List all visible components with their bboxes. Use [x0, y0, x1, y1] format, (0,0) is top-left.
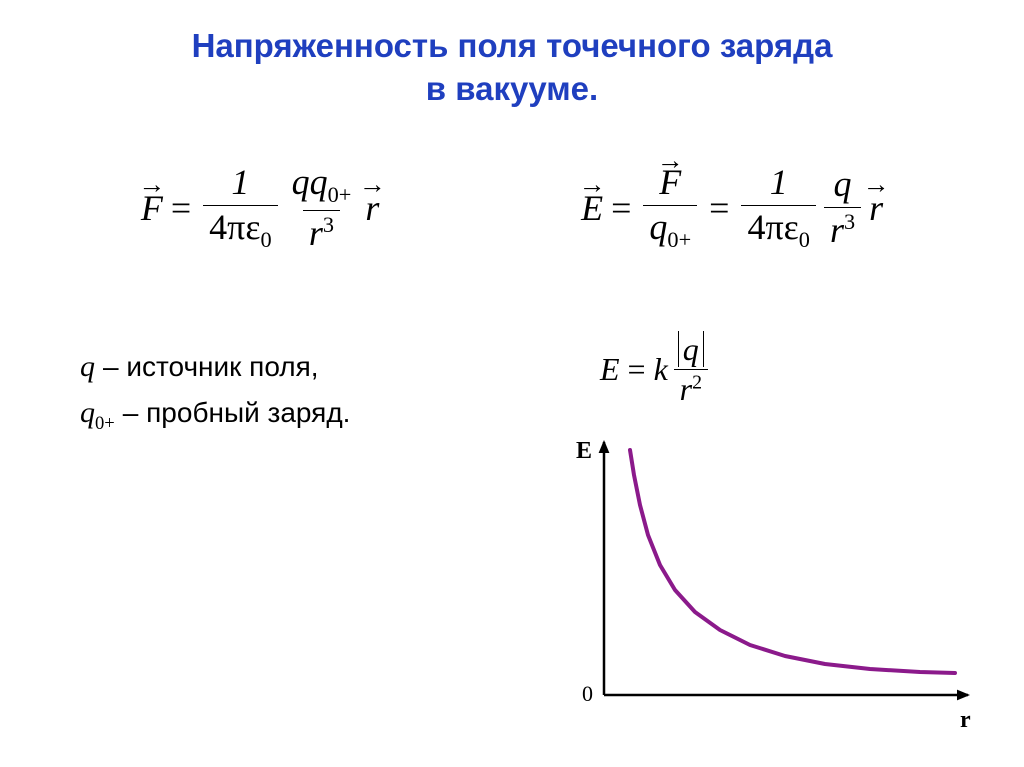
- title-line-1: Напряженность поля точечного заряда: [0, 25, 1024, 68]
- fraction-1-over-4pie0: 1 4πε0: [741, 161, 815, 254]
- fraction-1-over-4pie0: 1 4πε0: [203, 161, 277, 254]
- denominator: r3: [303, 210, 340, 256]
- legend-q-text: – источник поля,: [103, 351, 319, 383]
- field-vs-r-chart: E r 0: [560, 430, 1000, 740]
- numerator: qq0+: [286, 161, 358, 210]
- fraction-absq-over-r2: q r2: [672, 330, 710, 409]
- k-var: k: [654, 351, 668, 388]
- denominator: r3: [824, 207, 861, 253]
- fraction-qq0-over-r3: qq0+ r3: [286, 161, 358, 255]
- denominator: 4πε0: [741, 205, 815, 255]
- denominator: q0+: [643, 205, 697, 255]
- legend-q-var: q: [80, 350, 95, 384]
- slide-title: Напряженность поля точечного заряда в ва…: [0, 0, 1024, 111]
- E-var: E: [600, 351, 620, 388]
- F-vector: F: [141, 187, 163, 229]
- equals-sign: =: [611, 187, 631, 229]
- abs-q: q: [678, 331, 704, 367]
- formula-E-simple: E = k q r2: [600, 330, 714, 409]
- denominator: r2: [674, 369, 708, 409]
- fraction-q-over-r3: q r3: [824, 163, 861, 252]
- legend-q0-var: q0+: [80, 396, 115, 435]
- formula-field: E = F q0+ = 1 4πε0 q r3 r: [581, 161, 883, 255]
- fraction-F-over-q0: F q0+: [643, 161, 697, 254]
- equals-sign: =: [709, 187, 729, 229]
- E-vector: E: [581, 187, 603, 229]
- equals-sign: =: [628, 351, 646, 388]
- legend-q0-text: – пробный заряд.: [123, 397, 351, 429]
- title-line-2: в вакууме.: [0, 68, 1024, 111]
- numerator: F: [653, 161, 687, 205]
- numerator: q: [672, 330, 710, 369]
- x-axis-label: r: [960, 707, 971, 734]
- numerator: 1: [225, 161, 255, 205]
- origin-label: 0: [582, 681, 593, 707]
- formula-force: F = 1 4πε0 qq0+ r3 r: [141, 161, 380, 255]
- chart-svg: [560, 430, 1000, 740]
- r-vector: r: [365, 187, 379, 229]
- r-vector: r: [869, 187, 883, 229]
- y-axis-label: E: [576, 438, 592, 465]
- variable-legend: q – источник поля, q0+ – пробный заряд.: [80, 350, 350, 447]
- denominator: 4πε0: [203, 205, 277, 255]
- legend-q0: q0+ – пробный заряд.: [80, 396, 350, 435]
- legend-q: q – источник поля,: [80, 350, 350, 384]
- formulas-row: F = 1 4πε0 qq0+ r3 r E = F q0+: [0, 161, 1024, 255]
- numerator: q: [828, 163, 858, 207]
- numerator: 1: [764, 161, 794, 205]
- equals-sign: =: [171, 187, 191, 229]
